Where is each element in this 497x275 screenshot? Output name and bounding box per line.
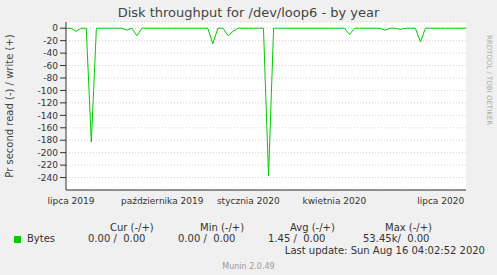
html-text:53.45k/ 0.00: 53.45k/ 0.00 xyxy=(363,233,430,244)
svg-text:-200: -200 xyxy=(38,148,59,158)
html-text:Avg (-/+): Avg (-/+) xyxy=(290,222,335,233)
html-text:0.00 / 0.00: 0.00 / 0.00 xyxy=(178,233,236,244)
svg-text:kwietnia 2020: kwietnia 2020 xyxy=(303,196,367,206)
html-text:RRDTOOL / TOBI OETIKER: RRDTOOL / TOBI OETIKER xyxy=(485,34,493,126)
svg-text:-20: -20 xyxy=(43,36,58,46)
svg-text:-100: -100 xyxy=(38,86,59,96)
svg-text:stycznia 2020: stycznia 2020 xyxy=(217,196,280,206)
html-text:Max (-/+): Max (-/+) xyxy=(385,222,432,233)
html-text:Munin 2.0.49: Munin 2.0.49 xyxy=(222,262,275,271)
html-text:1.45 / 0.00: 1.45 / 0.00 xyxy=(268,233,326,244)
svg-text:-160: -160 xyxy=(38,123,59,133)
svg-text:-120: -120 xyxy=(38,98,59,108)
html-text:Min (-/+): Min (-/+) xyxy=(200,222,245,233)
svg-text:października 2019: października 2019 xyxy=(121,196,204,206)
html-text:Cur (-/+): Cur (-/+) xyxy=(110,222,154,233)
svg-text:-80: -80 xyxy=(43,73,58,83)
html-text:Bytes: Bytes xyxy=(27,233,56,244)
svg-text:-180: -180 xyxy=(38,135,59,145)
html-text:Pr second read (-) / write (+): Pr second read (-) / write (+) xyxy=(3,34,15,178)
html-text:Disk throughput for /dev/loop6: Disk throughput for /dev/loop6 - by year xyxy=(117,5,380,20)
svg-text:-40: -40 xyxy=(43,48,58,58)
svg-text:-60: -60 xyxy=(43,61,58,71)
svg-text:0: 0 xyxy=(52,23,58,33)
html-text:Last update: Sun Aug 16 04:02:: Last update: Sun Aug 16 04:02:52 2020 xyxy=(284,245,485,256)
svg-text:-220: -220 xyxy=(38,160,59,170)
svg-text:-240: -240 xyxy=(38,173,59,183)
svg-text:-140: -140 xyxy=(38,111,59,121)
svg-text:lipca 2019: lipca 2019 xyxy=(48,196,95,206)
html-text:0.00 / 0.00: 0.00 / 0.00 xyxy=(88,233,146,244)
svg-text:lipca 2020: lipca 2020 xyxy=(417,196,464,206)
